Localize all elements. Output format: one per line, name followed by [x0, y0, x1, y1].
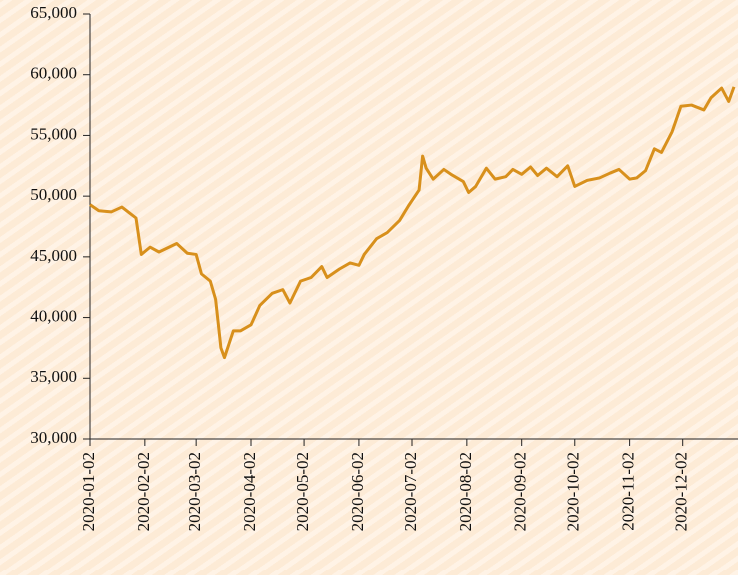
x-tick-label: 2020-12-02 [672, 452, 691, 531]
x-tick-label: 2020-10-02 [564, 452, 583, 531]
x-tick-label: 2020-01-02 [79, 452, 98, 531]
y-tick-label: 30,000 [30, 428, 77, 447]
y-tick-label: 35,000 [30, 367, 77, 386]
y-tick-label: 45,000 [30, 246, 77, 265]
x-tick-label: 2020-09-02 [511, 452, 530, 531]
x-tick-label: 2020-07-02 [401, 452, 420, 531]
y-tick-label: 50,000 [30, 185, 77, 204]
page: {"chart_data": {"type": "line", "x": ["2… [0, 0, 738, 570]
y-tick-label: 60,000 [30, 64, 77, 83]
x-tick-label: 2020-08-02 [456, 452, 475, 531]
y-tick-label: 65,000 [30, 3, 77, 22]
x-tick-label: 2020-03-02 [185, 452, 204, 531]
chart: 30,000 35,000 40,000 45,000 50,000 55,000 60,0… [0, 0, 738, 570]
data-line [90, 87, 734, 358]
x-tick-label: 2020-04-02 [240, 452, 259, 531]
x-tick-label: 2020-11-02 [619, 452, 638, 531]
x-tick-label: 2020-02-02 [134, 452, 153, 531]
y-tick-label: 55,000 [30, 124, 77, 143]
y-tick-label: 40,000 [30, 306, 77, 325]
x-tick-label: 2020-05-02 [293, 452, 312, 531]
x-tick-label: 2020-06-02 [348, 452, 367, 531]
